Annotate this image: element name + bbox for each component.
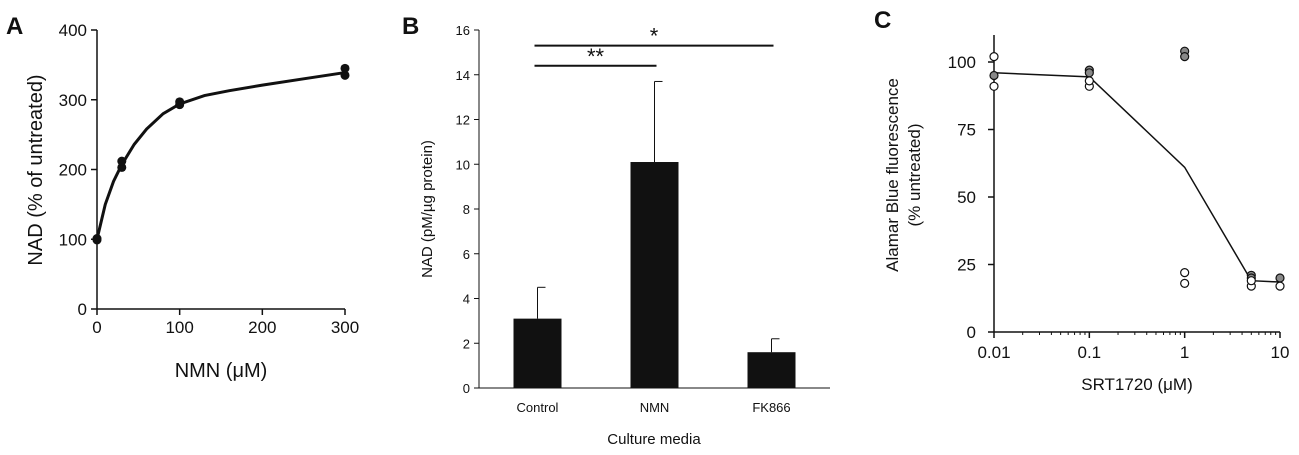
panel-a-fit-curve xyxy=(95,71,346,240)
panel-c-ticks: 0 25 50 75 100 0.01 0.1 1 10 xyxy=(948,53,1290,362)
panel-a-ticks: 0 100 200 300 400 0 100 200 300 xyxy=(59,21,360,337)
panel-b-category-label: Control xyxy=(517,400,559,415)
panel-b-xlabel: Culture media xyxy=(607,431,701,448)
panel-c-ylabel: Alamar Blue fluorescence xyxy=(883,78,902,272)
panel-b-bar xyxy=(747,352,796,388)
panel-a-point xyxy=(340,70,350,80)
panel-a-point xyxy=(117,156,127,166)
panel-c-ytick-label: 75 xyxy=(957,121,976,140)
panel-a-xtick-label: 100 xyxy=(165,318,193,337)
panel-a-point xyxy=(340,63,350,73)
panel-c-point-white xyxy=(1084,76,1094,86)
panel-b-bar xyxy=(630,162,679,388)
panel-a-points xyxy=(92,63,350,245)
panel-c-point-gray xyxy=(989,70,999,81)
panel-b-ylabel: NAD (pM/µg protein) xyxy=(419,140,436,278)
panel-c-mean-line xyxy=(993,72,1281,283)
panel-b-ytick-label: 6 xyxy=(463,247,470,262)
panel-a-ytick-label: 300 xyxy=(59,91,87,110)
panel-c-xtick-label: 1 xyxy=(1180,343,1189,362)
panel-a-ytick-label: 400 xyxy=(59,21,87,40)
panel-b-ytick-label: 0 xyxy=(463,381,470,396)
panel-b-bars xyxy=(513,80,796,388)
panel-c-ytick-label: 100 xyxy=(948,53,976,72)
panel-a-letter: A xyxy=(6,13,23,40)
panel-a-xlabel: NMN (μM) xyxy=(175,360,268,382)
panel-a-point xyxy=(175,97,185,107)
panel-c-point-white xyxy=(1246,276,1256,286)
panel-c-point-gray xyxy=(1275,273,1285,283)
panel-b-significance-label: * xyxy=(650,24,659,49)
panel-b-category-label: NMN xyxy=(640,400,670,415)
panel-b-significance: *** xyxy=(534,24,774,69)
panel-c-point-white xyxy=(989,81,999,91)
panel-a-point xyxy=(117,162,127,172)
panel-b-ytick-label: 14 xyxy=(456,68,470,83)
panel-c-points xyxy=(989,46,1285,291)
panel-b-significance-label: ** xyxy=(587,44,605,69)
panel-a-xtick-label: 200 xyxy=(248,318,276,337)
panel-c: C 0 25 50 75 100 0.01 0.1 1 10 SRT1720 (μM) Alam… xyxy=(874,7,1289,394)
panel-a-point xyxy=(92,234,102,244)
panel-c-ytick-label: 50 xyxy=(957,188,976,207)
panel-b-ytick-label: 2 xyxy=(463,336,470,351)
panel-b-ytick-label: 12 xyxy=(456,113,470,128)
panel-a-xtick-label: 0 xyxy=(92,318,101,337)
panel-c-point-gray xyxy=(1084,68,1094,78)
panel-c-point-gray xyxy=(1180,51,1190,62)
panel-c-letter: C xyxy=(874,7,891,34)
panel-b-ytick-label: 16 xyxy=(456,23,470,38)
panel-a-ytick-label: 0 xyxy=(78,300,87,319)
panel-b-ytick-label: 10 xyxy=(456,157,470,172)
panel-b-bar xyxy=(513,318,562,388)
panel-c-xtick-label: 0.1 xyxy=(1078,343,1102,362)
panel-b-ticks: 0 2 4 6 8 10 12 14 16 Control NMN FK866 xyxy=(456,23,791,415)
panel-c-xtick-label: 0.01 xyxy=(977,343,1010,362)
panel-c-point-white xyxy=(1275,281,1285,291)
panel-b-letter: B xyxy=(402,13,419,40)
panel-b-ytick-label: 8 xyxy=(463,202,470,217)
panel-c-ytick-label: 25 xyxy=(957,256,976,275)
panel-c-xtick-label: 10 xyxy=(1271,343,1290,362)
panel-c-point-white xyxy=(989,51,999,62)
panel-c-ytick-label: 0 xyxy=(967,323,976,342)
panel-b-category-label: FK866 xyxy=(752,400,790,415)
panel-c-point-white xyxy=(1180,268,1190,278)
panel-a-ytick-label: 200 xyxy=(59,161,87,180)
panel-b-ytick-label: 4 xyxy=(463,292,470,307)
panel-a-ytick-label: 100 xyxy=(59,230,87,249)
panel-a-xtick-label: 300 xyxy=(331,318,359,337)
panel-c-ylabel-2: (% untreated) xyxy=(905,124,924,227)
panel-c-xlabel: SRT1720 (μM) xyxy=(1081,375,1193,394)
panel-a-ylabel: NAD (% of untreated) xyxy=(25,74,47,265)
panel-a: A 0 100 200 300 400 0 100 200 300 NMN (μM) NAD (… xyxy=(6,13,359,382)
panel-c-point-white xyxy=(1180,278,1190,288)
